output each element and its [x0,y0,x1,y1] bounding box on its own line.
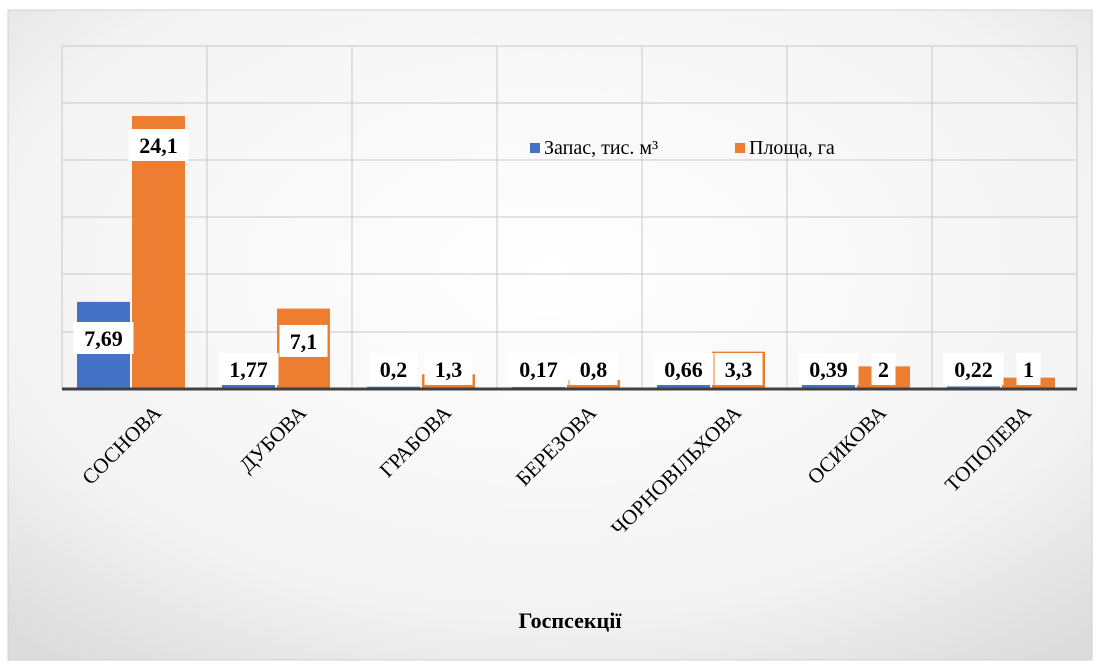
x-axis-title: Госпсекції [519,608,623,633]
data-label-box [128,129,189,161]
data-label-box [279,325,328,357]
data-label-box [653,353,714,385]
data-label-box [369,353,418,385]
data-label: 1 [1023,357,1034,382]
data-label-box [714,353,763,385]
data-label: 0,39 [809,357,848,382]
legend: Запас, тис. м³ Площа, га [530,137,835,159]
data-label: 0,66 [664,357,703,382]
legend-entry: Запас, тис. м³ [544,137,658,159]
data-label-box [871,353,896,385]
data-label: 3,3 [725,357,753,382]
data-label: 1,77 [229,357,268,382]
legend-entry: Площа, га [749,137,835,159]
data-label-box [218,353,279,385]
data-label-box [798,353,859,385]
data-label-box [943,353,1004,385]
data-label-box [569,353,618,385]
data-label-box [1016,353,1041,385]
legend-swatch [530,143,540,153]
data-label: 0,8 [580,357,608,382]
gridlines [61,45,1078,389]
data-labels: 7,69 24,1 1,77 7,1 0,2 1,3 0,17 0,8 0,66 3,3 0,39 2… [73,129,1041,385]
data-label: 0,22 [954,357,993,382]
bar-zapas-5 [657,381,710,389]
data-label: 7,69 [84,326,123,351]
chart-area-background [7,9,1093,661]
data-label: 0,17 [519,357,558,382]
bar-zapas-6 [802,384,855,389]
legend-swatch [735,143,745,153]
data-label-box [508,353,569,385]
data-label: 2 [878,357,889,382]
data-label-box [424,353,473,385]
data-label: 0,2 [380,357,408,382]
data-label: 24,1 [139,133,178,158]
bar-ploshcha-1 [132,116,185,389]
data-label-box [73,322,134,354]
data-label: 7,1 [290,329,318,354]
data-label: 1,3 [435,357,463,382]
